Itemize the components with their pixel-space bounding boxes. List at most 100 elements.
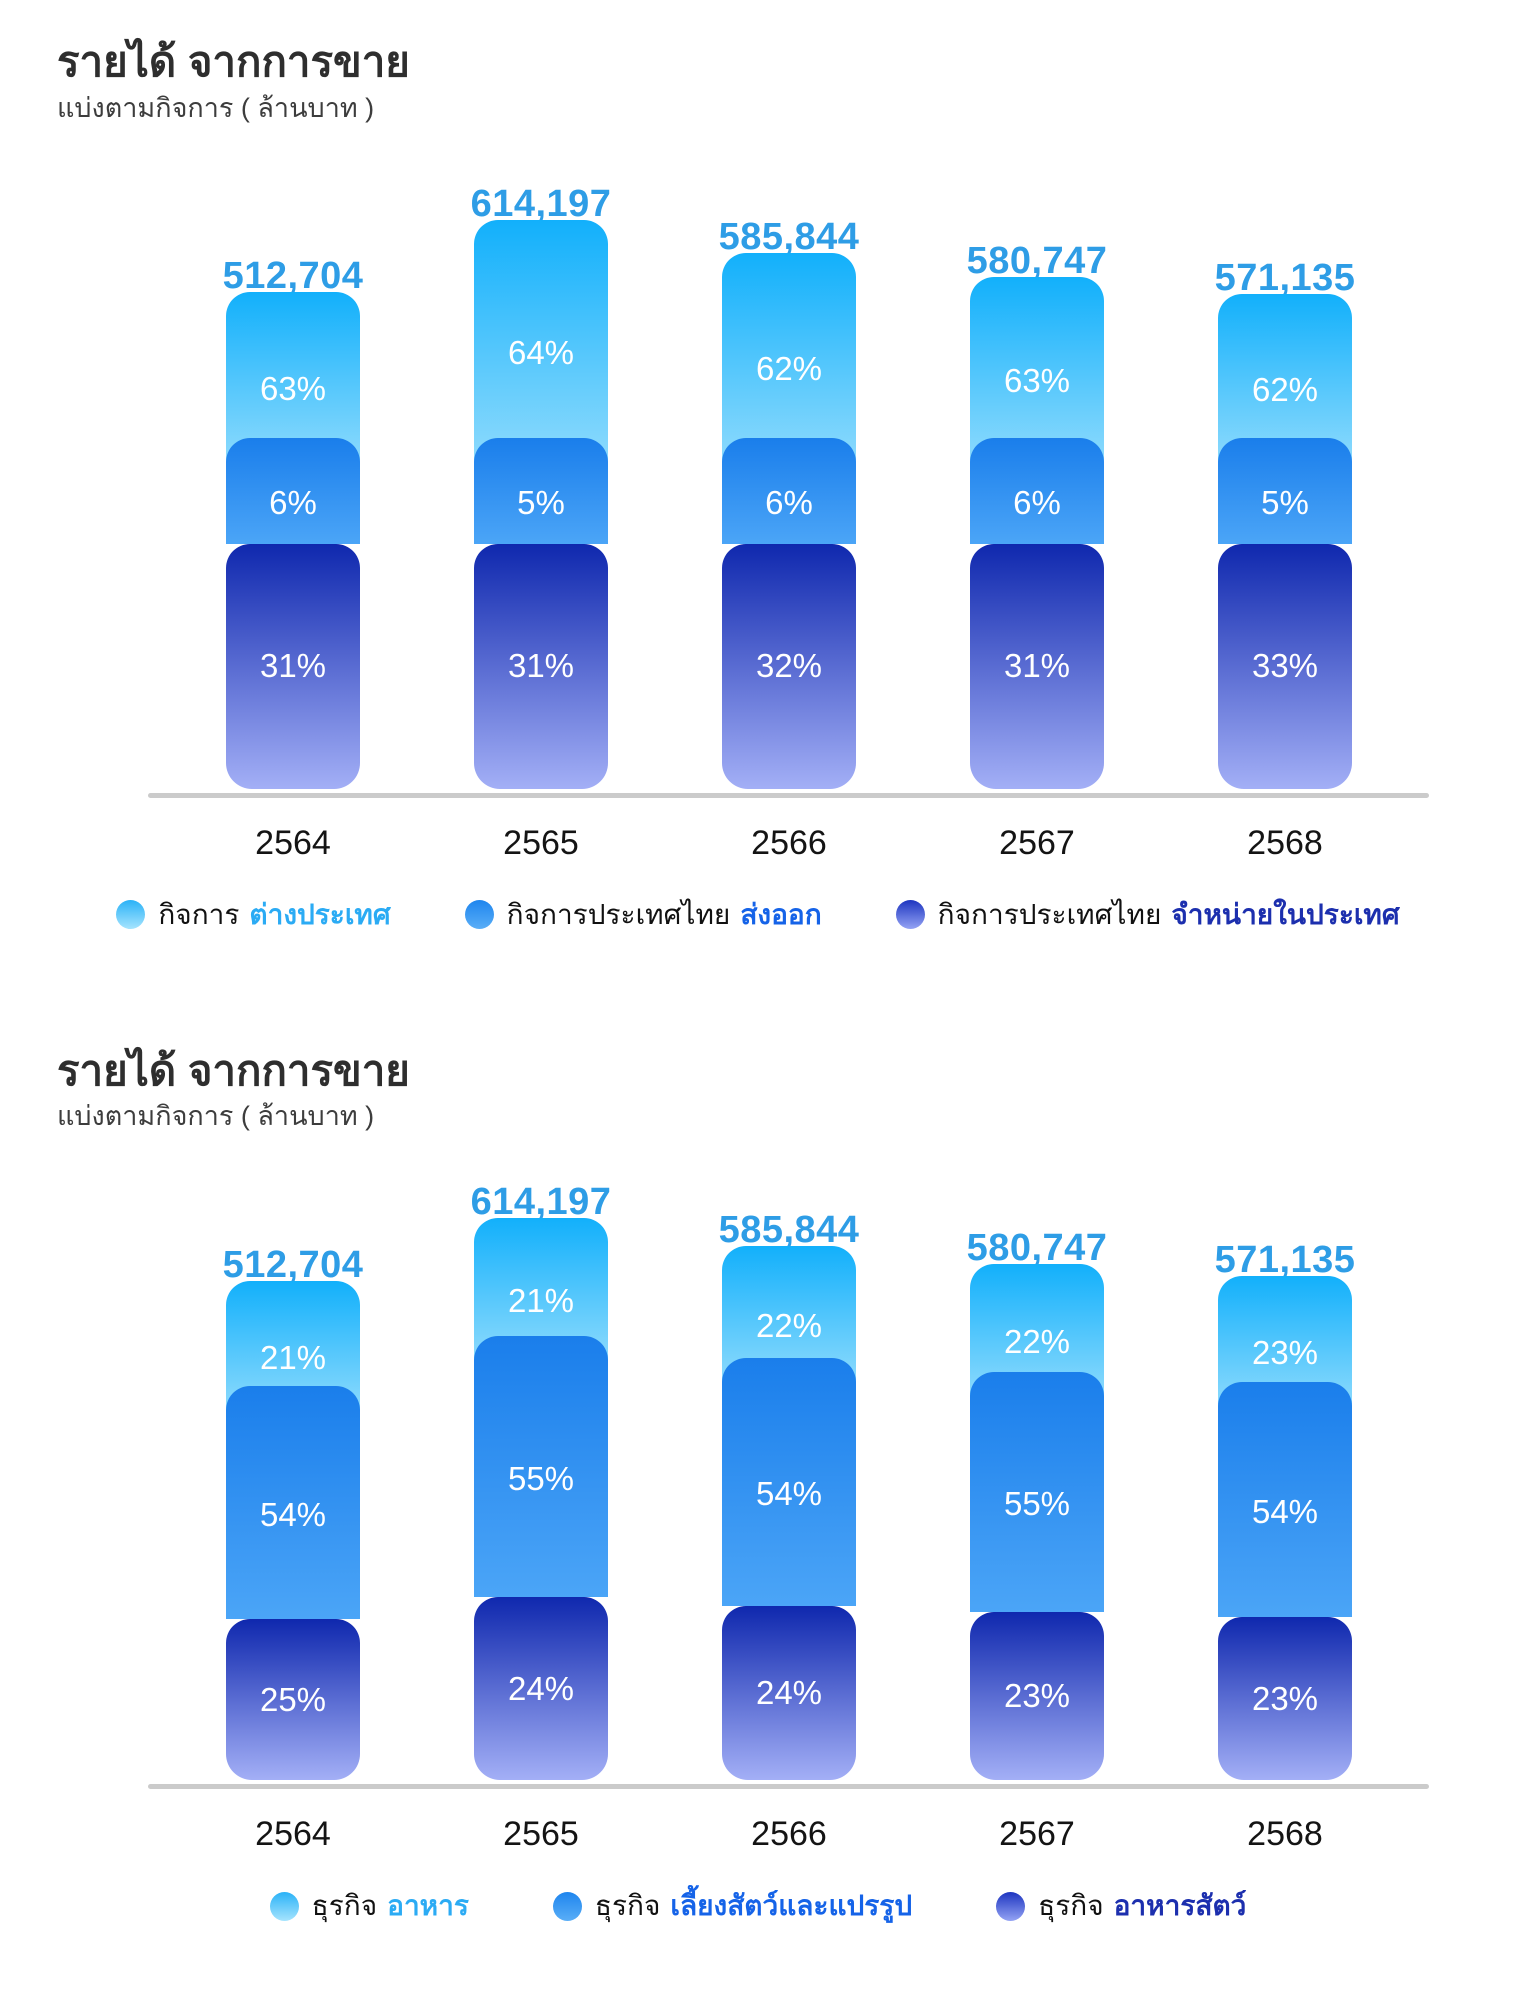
bar-group-2564: 512,704 63% 6% 31% xyxy=(169,126,417,789)
legend-swatch-icon xyxy=(269,1891,299,1921)
segment-percent-label: 32% xyxy=(755,647,823,685)
year-label: 2567 xyxy=(999,1815,1075,1854)
year-label: 2566 xyxy=(751,823,827,862)
chart2-title: รายได้ จากการขาย xyxy=(57,1046,410,1094)
legend-item-3: กิจการประเทศไทย จำหน่ายในประเทศ xyxy=(895,893,1400,937)
legend-item-2: ธุรกิจ เลี้ยงสัตว์และแปรรูป xyxy=(552,1884,913,1928)
chart1-subtitle: แบ่งตามกิจการ ( ล้านบาท ) xyxy=(57,92,375,123)
year-label: 2566 xyxy=(751,1815,827,1854)
segment-percent-label: 33% xyxy=(1251,647,1319,685)
bar-total-label: 614,197 xyxy=(470,1181,612,1224)
legend-label-accent: จำหน่ายในประเทศ xyxy=(1171,898,1400,930)
bar-segment-3 xyxy=(970,543,1104,789)
segment-percent-label: 22% xyxy=(1003,1323,1071,1361)
segment-percent-label: 62% xyxy=(755,350,823,388)
bar-segment-3 xyxy=(722,1606,856,1781)
bar-segment-3 xyxy=(722,543,856,789)
legend-item-1: ธุรกิจ อาหาร xyxy=(269,1884,469,1928)
bar-total-label: 585,844 xyxy=(718,215,860,258)
bar-group-2567: 580,747 63% 6% 31% xyxy=(913,126,1161,789)
year-label: 2565 xyxy=(503,1815,579,1854)
legend-label-accent: อาหาร xyxy=(387,1890,469,1922)
segment-percent-label: 54% xyxy=(259,1495,327,1533)
bar-segment-2 xyxy=(474,1336,608,1598)
chart2-year-axis: 2564 2565 2566 2567 2568 xyxy=(0,1815,1516,1854)
bar-group-2568: 571,135 23% 54% 23% xyxy=(1161,1134,1409,1781)
bar-stack: 21% 55% 24% xyxy=(474,1218,608,1781)
year-label: 2567 xyxy=(999,823,1075,862)
segment-percent-label: 6% xyxy=(269,483,317,521)
bar-segment-2 xyxy=(1218,437,1352,544)
segment-percent-label: 63% xyxy=(259,369,327,407)
bar-segment-2 xyxy=(226,1386,360,1620)
segment-percent-label: 55% xyxy=(1003,1485,1071,1523)
chart1-year-axis: 2564 2565 2566 2567 2568 xyxy=(0,824,1516,863)
legend-swatch-icon xyxy=(996,1891,1026,1921)
segment-percent-label: 6% xyxy=(1013,483,1061,521)
legend-label-accent: อาหารสัตว์ xyxy=(1113,1890,1247,1922)
legend-label-prefix: ธุรกิจ xyxy=(1038,1890,1104,1922)
chart2-subtitle: แบ่งตามกิจการ ( ล้านบาท ) xyxy=(57,1101,375,1132)
chart2-legend: ธุรกิจ อาหาร ธุรกิจ เลี้ยงสัตว์และแปรรูป ธุร… xyxy=(0,1884,1516,1928)
segment-percent-label: 54% xyxy=(755,1475,823,1513)
bar-segment-1 xyxy=(1218,293,1352,462)
year-label: 2568 xyxy=(1247,823,1323,862)
bar-stack: 22% 54% 24% xyxy=(722,1246,856,1781)
year-label: 2568 xyxy=(1247,1815,1323,1854)
bar-segment-1 xyxy=(226,291,360,462)
segment-percent-label: 63% xyxy=(1003,362,1071,400)
legend-swatch-icon xyxy=(464,900,494,930)
chart2-header: รายได้ จากการขาย แบ่งตามกิจการ ( ล้านบาท… xyxy=(57,1045,1516,1135)
legend-label-accent: เลี้ยงสัตว์และแปรรูป xyxy=(670,1890,913,1922)
segment-percent-label: 23% xyxy=(1003,1677,1071,1715)
bar-group-2566: 585,844 22% 54% 24% xyxy=(665,1134,913,1781)
bar-segment-2 xyxy=(722,437,856,544)
bar-segment-2 xyxy=(226,437,360,544)
legend-swatch-icon xyxy=(116,900,146,930)
bar-group-2565: 614,197 64% 5% 31% xyxy=(417,126,665,789)
bar-total-label: 512,704 xyxy=(222,254,364,297)
segment-percent-label: 5% xyxy=(1261,483,1309,521)
year-label: 2564 xyxy=(255,823,331,862)
chart2-axis-line xyxy=(148,1784,1429,1790)
bar-segment-1 xyxy=(722,252,856,462)
bar-stack: 23% 54% 23% xyxy=(1218,1276,1352,1781)
bar-group-2565: 614,197 21% 55% 24% xyxy=(417,1134,665,1781)
bar-total-label: 571,135 xyxy=(1214,256,1356,299)
bar-segment-3 xyxy=(226,1619,360,1781)
bar-segment-3 xyxy=(1218,1617,1352,1781)
legend-label-prefix: ธุรกิจ xyxy=(311,1890,378,1922)
legend-item-2: กิจการประเทศไทย ส่งออก xyxy=(464,893,822,937)
segment-percent-label: 55% xyxy=(507,1459,575,1497)
segment-percent-label: 62% xyxy=(1251,370,1319,408)
segment-percent-label: 54% xyxy=(1251,1492,1319,1530)
bar-stack: 21% 54% 25% xyxy=(226,1281,360,1781)
bar-stack: 63% 6% 31% xyxy=(970,276,1104,789)
bar-group-2566: 585,844 62% 6% 32% xyxy=(665,126,913,789)
bar-segment-2 xyxy=(1218,1382,1352,1618)
segment-percent-label: 64% xyxy=(507,333,575,371)
legend-swatch-icon xyxy=(552,1891,582,1921)
chart2-bars-area: 512,704 21% 54% 25% 614,197 21% 55% 24% 585,844 2… xyxy=(0,1134,1516,1781)
bar-segment-2 xyxy=(970,437,1104,544)
bar-segment-2 xyxy=(474,437,608,544)
bar-stack: 64% 5% 31% xyxy=(474,219,608,789)
legend-label-prefix: กิจการประเทศไทย xyxy=(937,898,1162,930)
segment-percent-label: 23% xyxy=(1251,1679,1319,1717)
bar-total-label: 571,135 xyxy=(1214,1239,1356,1282)
bar-stack: 62% 6% 32% xyxy=(722,252,856,789)
bar-stack: 22% 55% 23% xyxy=(970,1264,1104,1781)
legend-label-prefix: ธุรกิจ xyxy=(594,1890,661,1922)
segment-percent-label: 23% xyxy=(1251,1334,1319,1372)
legend-label-accent: ต่างประเทศ xyxy=(249,898,391,930)
chart1-legend: กิจการ ต่างประเทศ กิจการประเทศไทย ส่งออก กิจ… xyxy=(0,893,1516,937)
segment-percent-label: 21% xyxy=(259,1338,327,1376)
bar-segment-3 xyxy=(474,1597,608,1781)
bar-total-label: 614,197 xyxy=(470,182,612,225)
segment-percent-label: 24% xyxy=(755,1674,823,1712)
bar-stack: 62% 5% 33% xyxy=(1218,293,1352,789)
segment-percent-label: 24% xyxy=(507,1669,575,1707)
bar-total-label: 580,747 xyxy=(966,1227,1108,1270)
bar-segment-2 xyxy=(970,1372,1104,1613)
